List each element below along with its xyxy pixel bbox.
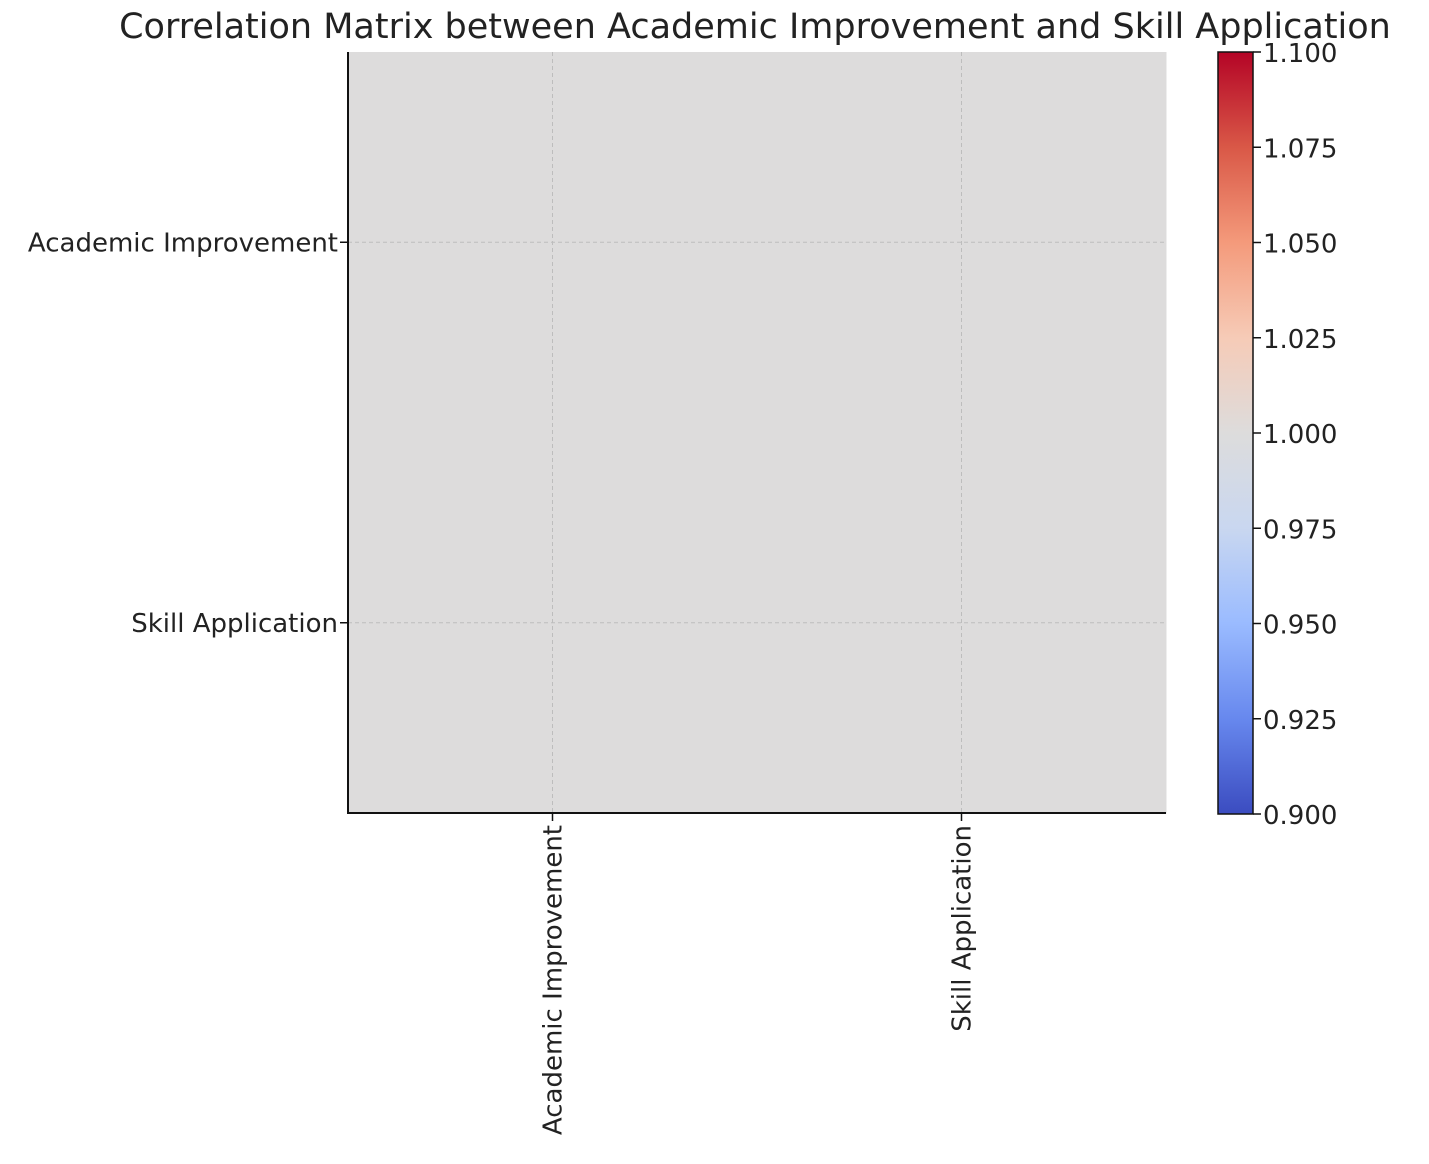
colorbar-tick-label: 0.950 [1263,611,1337,641]
axes [347,52,1166,814]
y-tick-label: Academic Improvement [28,228,338,258]
colorbar-tick-label: 0.925 [1263,706,1337,736]
x-tick-label: Skill Application [948,825,978,1032]
y-axis-ticks: Academic Improvement Skill Application [28,228,348,639]
colorbar-tick-label: 1.100 [1263,39,1337,69]
heatmap-cells [348,52,1167,814]
colorbar: 0.900 0.925 0.950 0.975 1.000 1.025 1.050 1.075… [1217,39,1337,831]
x-axis-ticks: Academic Improvement Skill Application [539,813,978,1135]
colorbar-tick-label: 0.900 [1263,801,1337,831]
colorbar-tick-label: 1.050 [1263,230,1337,260]
colorbar-tick-label: 0.975 [1263,515,1337,545]
colorbar-gradient [1217,51,1254,815]
colorbar-tick-label: 1.000 [1263,420,1337,450]
colorbar-tick-label: 1.075 [1263,134,1337,164]
y-tick-label: Skill Application [131,609,338,639]
colorbar-tick-label: 1.025 [1263,325,1337,355]
x-tick-label: Academic Improvement [539,825,569,1135]
chart-title: Correlation Matrix between Academic Impr… [119,7,1391,47]
grid-lines [348,52,1166,813]
